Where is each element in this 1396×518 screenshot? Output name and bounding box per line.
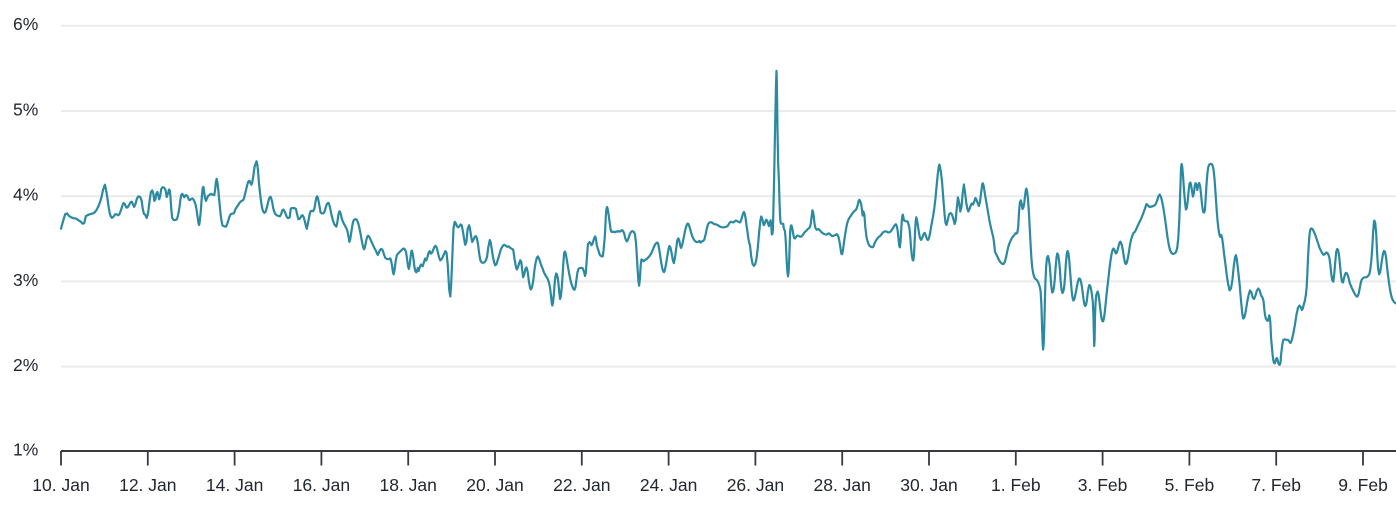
svg-text:6%: 6% xyxy=(13,14,38,34)
svg-text:5. Feb: 5. Feb xyxy=(1165,475,1215,495)
svg-text:5%: 5% xyxy=(13,99,38,119)
svg-text:14. Jan: 14. Jan xyxy=(206,475,263,495)
svg-text:28. Jan: 28. Jan xyxy=(813,475,870,495)
svg-text:12. Jan: 12. Jan xyxy=(119,475,176,495)
svg-text:22. Jan: 22. Jan xyxy=(553,475,610,495)
svg-text:3%: 3% xyxy=(13,270,38,290)
svg-text:3. Feb: 3. Feb xyxy=(1078,475,1128,495)
svg-text:1. Feb: 1. Feb xyxy=(991,475,1041,495)
svg-text:7. Feb: 7. Feb xyxy=(1251,475,1301,495)
svg-text:9. Feb: 9. Feb xyxy=(1338,475,1388,495)
svg-text:1%: 1% xyxy=(13,439,38,459)
svg-text:30. Jan: 30. Jan xyxy=(900,475,957,495)
svg-text:26. Jan: 26. Jan xyxy=(727,475,784,495)
svg-text:2%: 2% xyxy=(13,355,38,375)
svg-text:24. Jan: 24. Jan xyxy=(640,475,697,495)
svg-text:16. Jan: 16. Jan xyxy=(293,475,350,495)
svg-text:20. Jan: 20. Jan xyxy=(466,475,523,495)
svg-text:4%: 4% xyxy=(13,185,38,205)
svg-text:18. Jan: 18. Jan xyxy=(379,475,436,495)
svg-text:10. Jan: 10. Jan xyxy=(32,475,89,495)
